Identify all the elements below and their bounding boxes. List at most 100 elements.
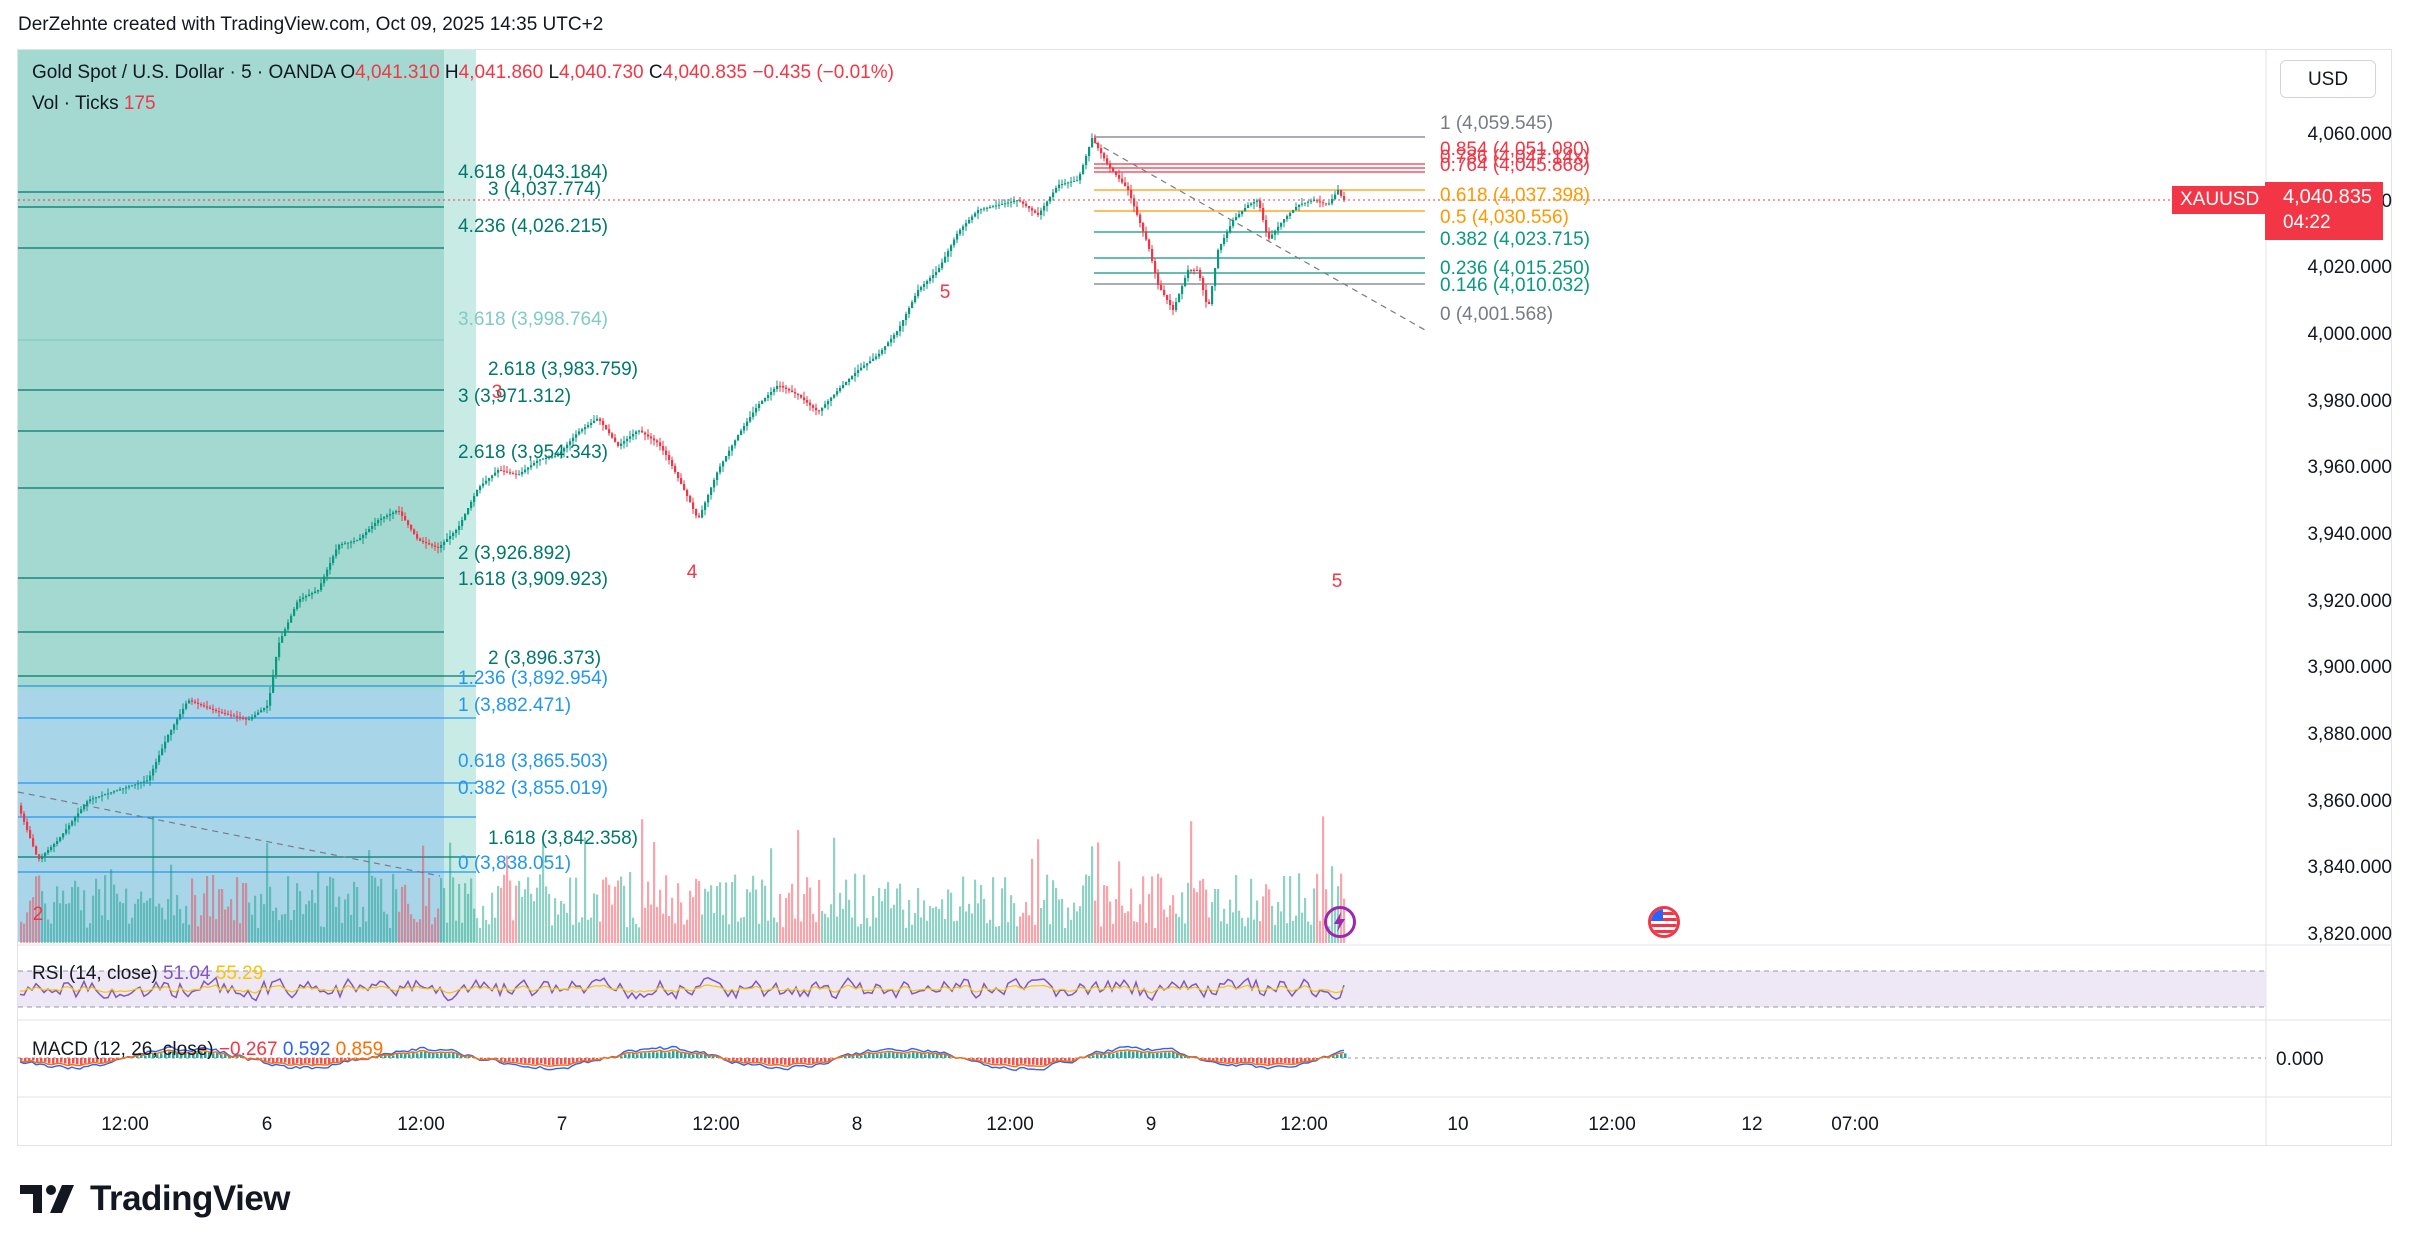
candle-body	[563, 448, 566, 452]
candle-body	[1166, 295, 1169, 300]
candle-body	[629, 436, 632, 439]
time-axis-label: 07:00	[1831, 1114, 1879, 1135]
candle-body	[221, 712, 224, 714]
candle-body	[335, 549, 338, 557]
volume-legend[interactable]: Vol · Ticks 175	[32, 93, 156, 115]
volume-bar	[590, 917, 593, 943]
volume-bar	[1016, 926, 1019, 943]
macd-hist-bar	[24, 1058, 27, 1062]
candle-body	[1211, 286, 1214, 304]
volume-bar	[293, 909, 296, 943]
macd-hist-bar	[692, 1054, 695, 1058]
volume-bar	[791, 883, 794, 943]
candle-body	[1139, 214, 1142, 223]
macd-legend[interactable]: MACD (12, 26, close) −0.267 0.592 0.859	[32, 1039, 383, 1061]
volume-bar	[254, 895, 257, 943]
candle-body	[92, 798, 95, 800]
volume-bar	[725, 882, 728, 943]
macd-hist-bar	[1256, 1058, 1259, 1064]
macd-hist-bar	[696, 1053, 699, 1058]
tradingview-logo-icon	[20, 1185, 74, 1213]
volume-bar	[719, 882, 722, 943]
candle-body	[572, 437, 575, 442]
volume-bar	[632, 917, 635, 943]
macd-hist-bar	[1228, 1058, 1231, 1063]
macd-hist-bar	[1172, 1052, 1175, 1058]
volume-bar	[197, 926, 200, 943]
candle-body	[989, 207, 992, 208]
volume-bar	[83, 890, 86, 943]
volume-bar	[299, 891, 302, 943]
macd-hist-bar	[288, 1058, 291, 1065]
macd-hist-bar	[572, 1058, 575, 1063]
candle-body	[53, 844, 56, 847]
candle-body	[1247, 205, 1250, 208]
volume-bar	[908, 900, 911, 943]
candle-body	[1031, 208, 1034, 211]
macd-hist-bar	[428, 1053, 431, 1058]
macd-hist-bar	[652, 1052, 655, 1058]
candle-body	[734, 440, 737, 446]
volume-bar	[515, 885, 518, 943]
macd-line	[19, 1045, 1345, 1072]
candle-body	[830, 397, 833, 401]
macd-hist-bar	[52, 1058, 55, 1064]
volume-bar	[1019, 916, 1022, 943]
macd-hist-bar	[164, 1052, 167, 1058]
macd-hist-bar	[176, 1052, 179, 1058]
volume-bar	[155, 906, 158, 943]
volume-bar	[785, 897, 788, 943]
volume-bar	[650, 904, 653, 943]
volume-bar	[863, 874, 866, 943]
volume-bar	[77, 886, 80, 943]
candle-body	[338, 544, 341, 550]
tradingview-logo[interactable]: TradingView	[20, 1178, 291, 1220]
volume-bar	[1205, 889, 1208, 943]
volume-bar	[392, 873, 395, 943]
volume-bar	[239, 923, 242, 943]
candle-body	[590, 422, 593, 425]
volume-bar	[344, 899, 347, 943]
candle-body	[329, 563, 332, 570]
candle-body	[98, 796, 101, 798]
volume-bar	[842, 908, 845, 943]
fib-right-level-label: 0.764 (4,045.868)	[1440, 155, 1590, 176]
symbol-name[interactable]: Gold Spot / U.S. Dollar · 5 · OANDA	[32, 62, 336, 83]
volume-bar	[326, 885, 329, 943]
candle-body	[779, 386, 782, 387]
volume-bar	[461, 922, 464, 943]
rsi-legend[interactable]: RSI (14, close) 51.04 55.29	[32, 963, 263, 985]
volume-bar	[236, 877, 239, 943]
candle-body	[1175, 302, 1178, 310]
volume-bar	[200, 915, 203, 943]
candle-body	[422, 540, 425, 542]
candle-body	[1265, 220, 1268, 232]
lightning-event-icon[interactable]	[1324, 906, 1356, 938]
macd-hist-bar	[76, 1058, 79, 1065]
macd-hist-bar	[1336, 1054, 1339, 1058]
candle-body	[767, 395, 770, 398]
macd-hist-bar	[540, 1058, 543, 1064]
currency-button[interactable]: USD	[2280, 60, 2376, 98]
candle-body	[95, 797, 98, 799]
candle-body	[1283, 219, 1286, 223]
volume-bar	[797, 830, 800, 943]
volume-bar	[689, 890, 692, 943]
macd-hist-bar	[764, 1058, 767, 1063]
volume-bar	[596, 894, 599, 943]
macd-hist-bar	[1128, 1051, 1131, 1058]
macd-hist-bar	[684, 1053, 687, 1058]
candle-body	[284, 629, 287, 636]
candle-body	[845, 382, 848, 385]
volume-bar	[215, 919, 218, 943]
volume-bar	[542, 842, 545, 943]
volume-bar	[764, 885, 767, 943]
volume-bar	[1067, 907, 1070, 943]
macd-hist-bar	[300, 1058, 303, 1065]
us-flag-event-icon[interactable]	[1648, 906, 1680, 938]
volume-bar	[983, 898, 986, 943]
candle-body	[83, 805, 86, 810]
volume-bar	[896, 888, 899, 943]
trend-line-right	[1093, 141, 1426, 331]
